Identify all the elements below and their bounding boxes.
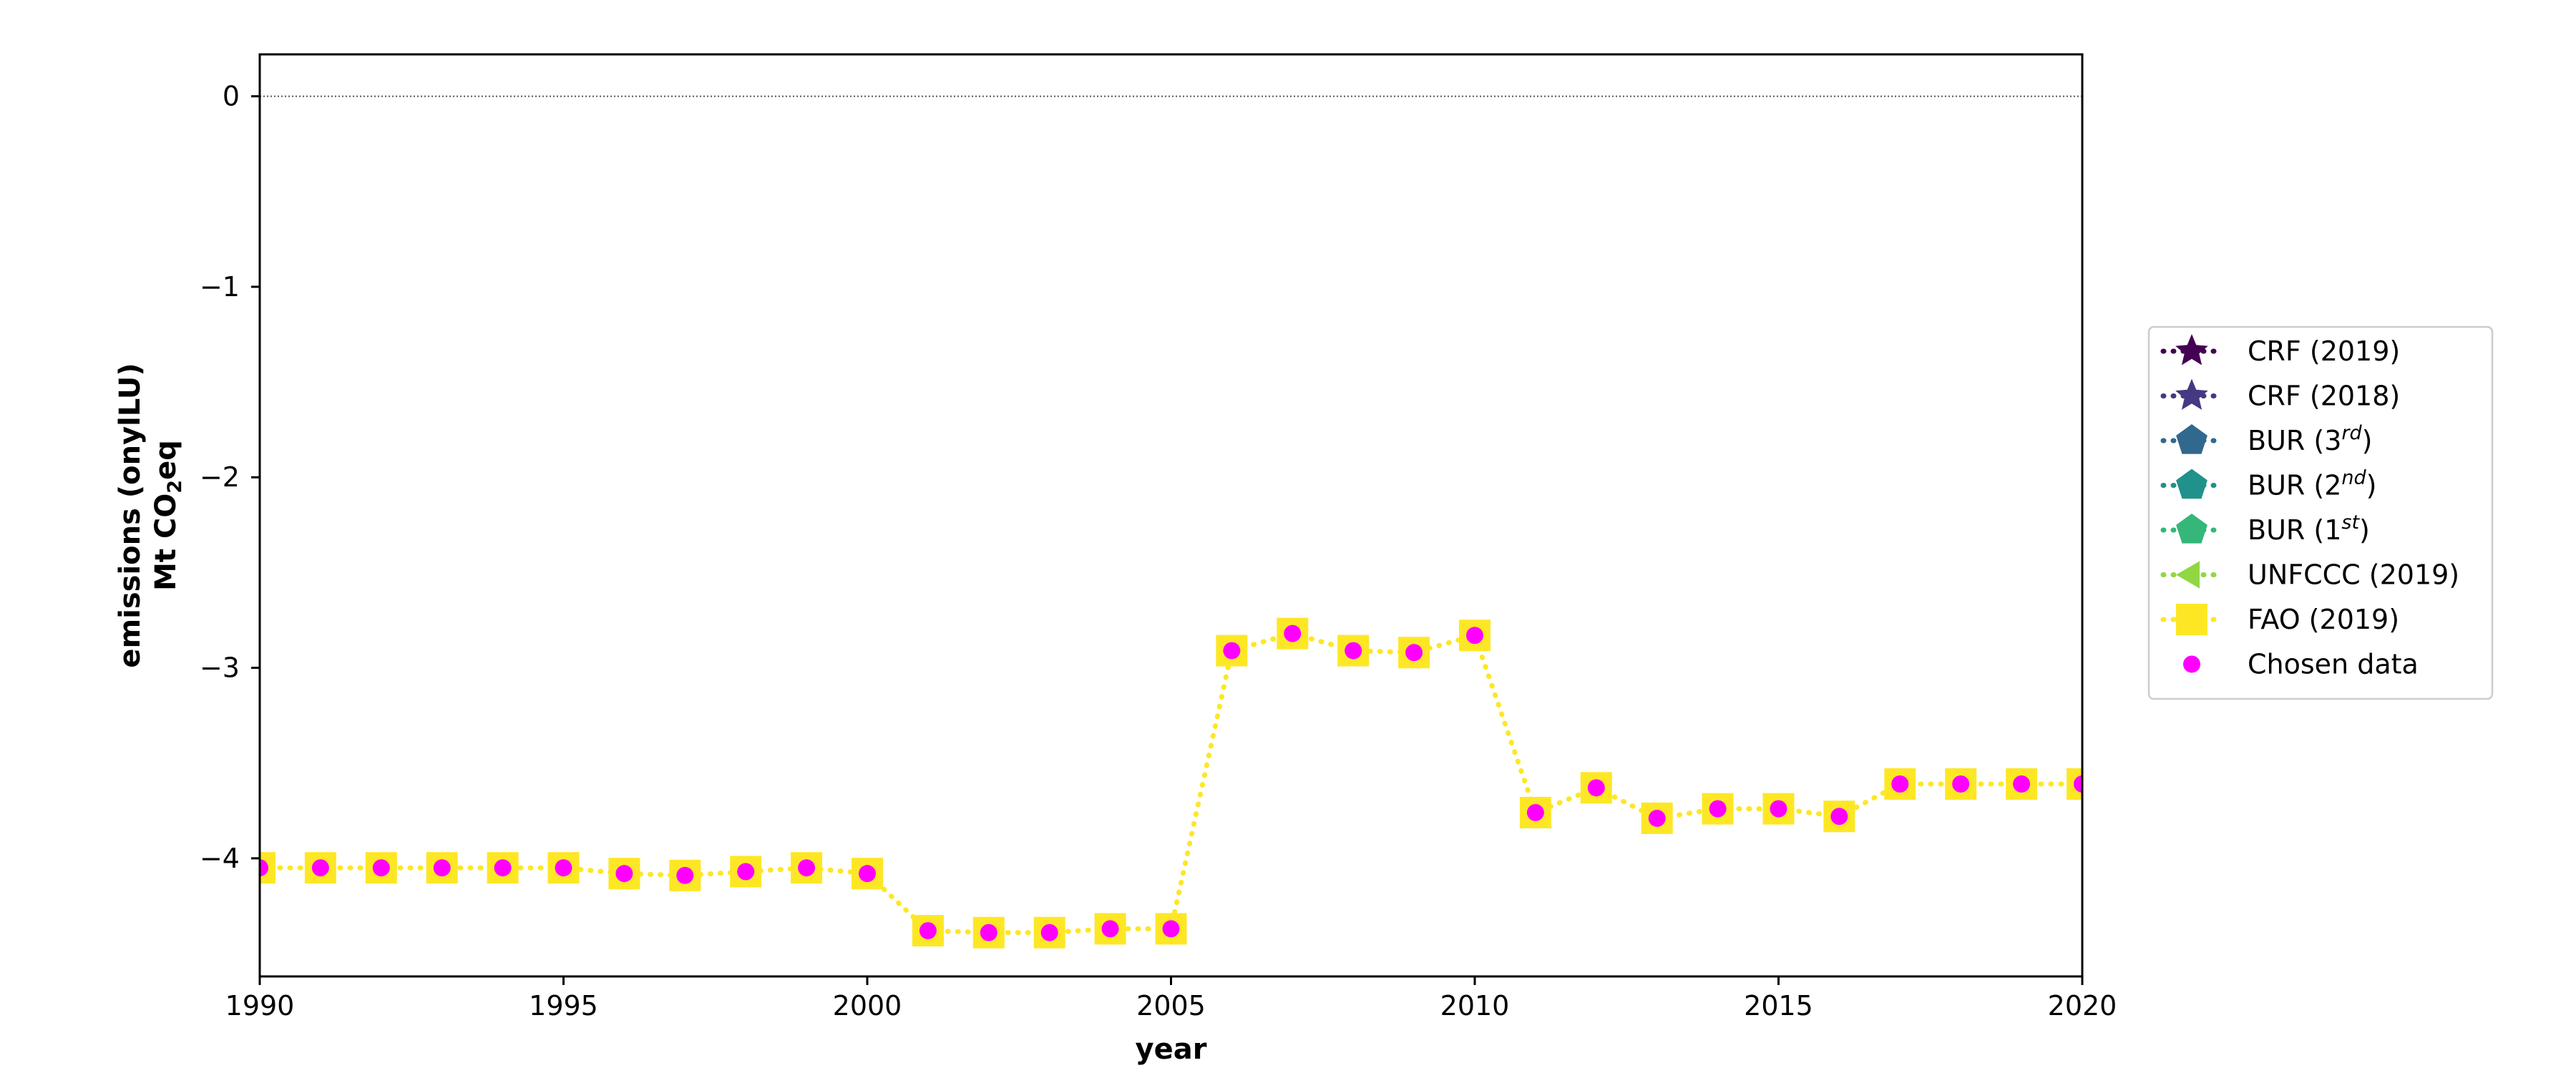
legend-label: BUR (2nd) [2248,467,2376,501]
series-fao-2019 [260,617,2082,949]
legend-entry-unfccc-2019: UNFCCC (2019) [2160,559,2459,591]
legend-label-text: Chosen data [2248,649,2419,680]
legend-marker-triangle-left [2176,561,2200,589]
data-point-chosen-data [494,859,512,877]
data-point-chosen-data [1345,642,1362,660]
data-point-chosen-data [1709,800,1727,818]
legend-label-text: FAO (2019) [2248,604,2399,635]
data-point-chosen-data [980,923,997,941]
data-point-chosen-data [859,865,876,883]
series-chosen-data [260,624,2082,941]
y-tick-label: −4 [200,843,240,874]
legend: CRF (2019)CRF (2018)BUR (3rd)BUR (2nd)BU… [2147,325,2494,700]
y-tick-label: −1 [200,271,240,303]
data-point-chosen-data [372,859,390,877]
y-axis-title-line2: Mt CO2eq [150,440,186,591]
data-point-chosen-data [1587,779,1605,797]
x-tick-label: 1995 [529,990,598,1021]
data-point-chosen-data [1405,644,1423,662]
legend-marker-pentagon [2176,424,2207,454]
legend-label-text: BUR (1 [2248,514,2341,546]
plot-area [260,95,2082,949]
y-tick-label: −3 [200,652,240,684]
plot-frame [258,53,2084,978]
x-axis-title: year [1136,1033,1207,1066]
data-point-chosen-data [1648,809,1666,827]
series-line-fao-2019 [260,630,2082,936]
data-point-chosen-data [2013,775,2031,793]
data-point-chosen-data [676,866,694,884]
legend-box [2147,325,2494,700]
y-tick-label: 0 [223,81,240,112]
y-axis-title-line1: emissions (onylLU) [114,363,147,667]
y-axis-title-prefix: Mt CO [150,494,182,591]
legend-label-text: UNFCCC (2019) [2248,559,2459,591]
x-tick-label: 2020 [2048,990,2117,1021]
data-point-chosen-data [1952,775,1970,793]
series-layer [260,617,2082,949]
legend-label-end: ) [2366,470,2377,501]
x-tick-label: 1990 [225,990,295,1021]
legend-marker-pentagon [2176,469,2207,499]
data-point-chosen-data [433,859,451,877]
data-point-chosen-data [737,863,755,881]
legend-marker-star [2175,378,2208,410]
legend-marker-square [2176,604,2207,635]
legend-entry-bur-1st: BUR (1st) [2160,511,2370,546]
data-point-chosen-data [1770,800,1787,818]
data-point-chosen-data [1466,627,1483,645]
legend-label-text: BUR (2 [2248,470,2341,501]
legend-label-superscript: nd [2341,467,2366,489]
data-point-chosen-data [1284,624,1302,642]
y-axis-title-subscript: 2 [164,480,186,494]
legend-label: CRF (2018) [2248,381,2400,412]
legend-entry-crf-2019: CRF (2019) [2160,334,2400,367]
data-point-chosen-data [1040,923,1058,941]
x-tick-label: 2015 [1744,990,1813,1021]
data-point-chosen-data [555,859,572,877]
x-tick-label: 2000 [833,990,902,1021]
data-point-chosen-data [2074,775,2082,793]
legend-label-end: ) [2362,425,2373,456]
data-point-chosen-data [798,859,816,877]
data-point-chosen-data [1162,920,1180,938]
legend-entry-bur-3rd: BUR (3rd) [2160,422,2372,456]
legend-label-text: CRF (2019) [2248,335,2400,367]
data-point-chosen-data [1526,803,1544,821]
legend-marker-star [2175,334,2208,366]
legend-marker-pentagon [2176,514,2207,544]
axes: 1990 1995 2000 2005 2010 2015 2020 0 −1 −2 −3 −4 [200,53,2117,1021]
legend-label-text: CRF (2018) [2248,381,2400,412]
legend-label: UNFCCC (2019) [2248,559,2459,591]
legend-label: Chosen data [2248,649,2419,680]
legend-marker-circle [2183,655,2200,673]
legend-label: FAO (2019) [2248,604,2399,635]
legend-entry-chosen-data: Chosen data [2183,649,2419,680]
data-point-chosen-data [1223,642,1241,660]
y-axis-title-suffix: eq [150,440,182,480]
data-point-chosen-data [1101,920,1119,938]
legend-label: BUR (1st) [2248,511,2370,546]
data-point-chosen-data [260,859,268,877]
legend-label-text: BUR (3 [2248,425,2341,456]
legend-label-superscript: st [2341,511,2360,534]
data-point-chosen-data [919,922,937,940]
data-point-chosen-data [311,859,329,877]
data-point-chosen-data [1891,775,1909,793]
legend-label-superscript: rd [2341,422,2362,444]
legend-label: CRF (2019) [2248,335,2400,367]
data-point-chosen-data [615,865,633,883]
x-tick-label: 2005 [1136,990,1206,1021]
legend-label: BUR (3rd) [2248,422,2372,456]
y-tick-label: −2 [200,461,240,493]
legend-entry-fao-2019: FAO (2019) [2160,604,2399,635]
legend-entry-bur-2nd: BUR (2nd) [2160,467,2376,501]
legend-label-end: ) [2359,514,2370,546]
legend-entry-crf-2018: CRF (2018) [2160,378,2400,412]
data-point-chosen-data [1830,808,1848,825]
x-tick-label: 2010 [1440,990,1510,1021]
